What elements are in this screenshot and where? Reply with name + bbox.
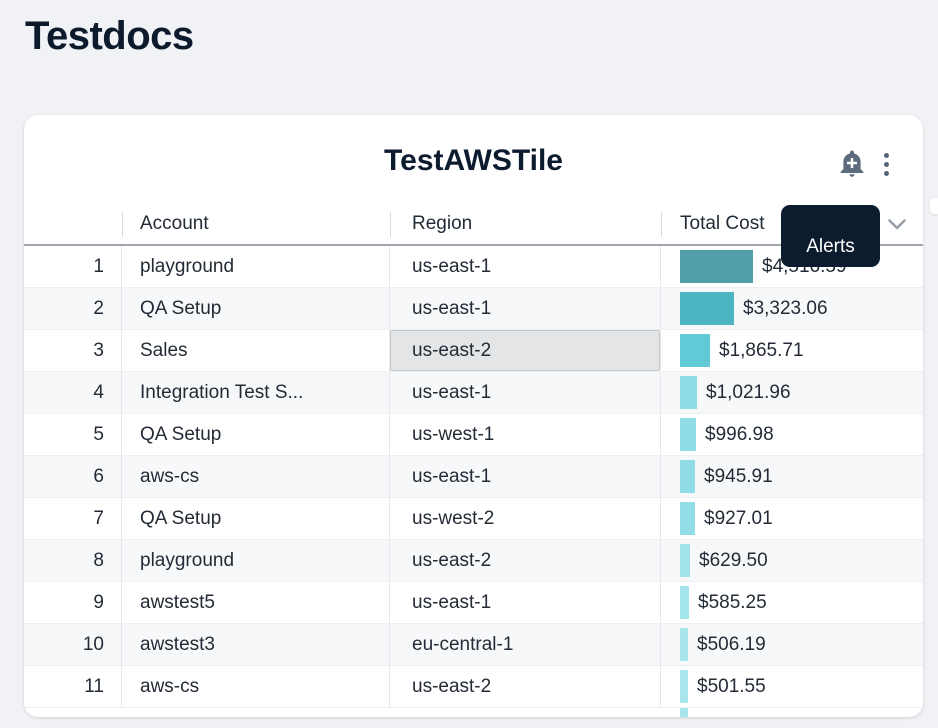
region-cell[interactable]: us-east-1	[390, 246, 661, 287]
cost-bar	[680, 292, 734, 325]
row-index-cell: 4	[24, 372, 122, 413]
cost-value: $927.01	[704, 507, 773, 529]
total-cost-cell[interactable]: $996.98	[661, 414, 923, 455]
region-cell[interactable]: us-west-1	[390, 414, 661, 455]
row-index-cell: 7	[24, 498, 122, 539]
row-index-cell: 9	[24, 582, 122, 623]
cost-value: $3,323.06	[743, 297, 828, 319]
account-cell[interactable]: awstest5	[122, 582, 390, 623]
column-menu-chevron-button[interactable]	[886, 218, 908, 234]
row-index-cell: 6	[24, 456, 122, 497]
table-row[interactable]: 4 Integration Test S... us-east-1 $1,021.96	[24, 372, 923, 414]
region-cell[interactable]: us-west-2	[390, 498, 661, 539]
account-cell[interactable]: playground	[122, 540, 390, 581]
total-cost-cell[interactable]: $1,021.96	[661, 372, 923, 413]
row-index-cell: 11	[24, 666, 122, 707]
add-alert-bell-plus-icon	[837, 150, 867, 181]
table-row[interactable]: 8 playground us-east-2 $629.50	[24, 540, 923, 582]
cost-bar	[680, 418, 696, 451]
region-cell[interactable]: us-east-2	[390, 540, 661, 581]
account-cell[interactable]: QA Setup	[122, 288, 390, 329]
cost-value: $506.19	[697, 633, 766, 655]
table-row[interactable]: 2 QA Setup us-east-1 $3,323.06	[24, 288, 923, 330]
account-cell[interactable]: Integration Test S...	[122, 372, 390, 413]
region-cell[interactable]: us-east-2	[390, 330, 661, 371]
cost-value: $629.50	[699, 549, 768, 571]
row-index-cell: 5	[24, 414, 122, 455]
table-row[interactable]: 7 QA Setup us-west-2 $927.01	[24, 498, 923, 540]
table-row[interactable]: 10 awstest3 eu-central-1 $506.19	[24, 624, 923, 666]
row-index-cell: 2	[24, 288, 122, 329]
page-title: Testdocs	[25, 14, 194, 58]
account-cell[interactable]: aws-cs	[122, 456, 390, 497]
table-row[interactable]: 11 aws-cs us-east-2 $501.55	[24, 666, 923, 708]
alerts-tooltip: Alerts	[781, 205, 880, 267]
row-index-cell: 10	[24, 624, 122, 665]
row-index-cell: 8	[24, 540, 122, 581]
account-cell[interactable]: awstest3	[122, 624, 390, 665]
region-cell[interactable]: eu-central-1	[390, 624, 661, 665]
cost-bar	[680, 708, 688, 717]
row-index-cell: 3	[24, 330, 122, 371]
cost-bar	[680, 334, 710, 367]
chevron-down-icon	[887, 219, 907, 234]
region-cell[interactable]: us-east-1	[390, 288, 661, 329]
add-alert-button[interactable]	[837, 148, 867, 180]
cost-value: $501.55	[697, 675, 766, 697]
account-cell[interactable]: playground	[122, 246, 390, 287]
total-cost-cell[interactable]: $629.50	[661, 540, 923, 581]
total-cost-column-header[interactable]: Total Cost	[661, 204, 923, 244]
total-cost-cell[interactable]: $585.25	[661, 582, 923, 623]
region-column-header[interactable]: Region	[390, 204, 661, 244]
total-cost-cell[interactable]: $501.55	[661, 666, 923, 707]
cost-value: $996.98	[705, 423, 774, 445]
cost-bar	[680, 460, 695, 493]
region-cell[interactable]: us-east-2	[390, 666, 661, 707]
row-index-header	[24, 204, 122, 244]
cost-bar	[680, 544, 690, 577]
total-cost-cell[interactable]: $506.19	[661, 624, 923, 665]
cost-bar	[680, 628, 688, 661]
table-row[interactable]: 3 Sales us-east-2 $1,865.71	[24, 330, 923, 372]
total-cost-cell[interactable]: $945.91	[661, 456, 923, 497]
account-column-header[interactable]: Account	[122, 204, 390, 244]
total-cost-cell[interactable]: $927.01	[661, 498, 923, 539]
kebab-menu-icon	[883, 152, 889, 158]
cost-bar	[680, 670, 688, 703]
table-row-partial	[24, 708, 923, 717]
tile-title: TestAWSTile	[384, 144, 563, 177]
region-cell[interactable]: us-east-1	[390, 582, 661, 623]
row-index-cell: 1	[24, 246, 122, 287]
alerts-tooltip-label: Alerts	[806, 236, 855, 257]
cost-value: $945.91	[704, 465, 773, 487]
region-cell[interactable]: us-east-1	[390, 372, 661, 413]
cost-bar	[680, 586, 689, 619]
cost-bar	[680, 376, 697, 409]
account-cell[interactable]: QA Setup	[122, 498, 390, 539]
total-cost-cell[interactable]: $1,865.71	[661, 330, 923, 371]
edge-fragment	[930, 198, 938, 214]
table-row[interactable]: 6 aws-cs us-east-1 $945.91	[24, 456, 923, 498]
cost-bar	[680, 502, 695, 535]
table-row[interactable]: 5 QA Setup us-west-1 $996.98	[24, 414, 923, 456]
cost-bar	[680, 250, 753, 283]
account-cell[interactable]: QA Setup	[122, 414, 390, 455]
cost-value: $585.25	[698, 591, 767, 613]
total-cost-cell[interactable]: $3,323.06	[661, 288, 923, 329]
region-cell[interactable]: us-east-1	[390, 456, 661, 497]
account-cell[interactable]: aws-cs	[122, 666, 390, 707]
tile-card: TestAWSTile Account Region Total Cost	[24, 115, 923, 717]
table-header: Account Region Total Cost	[24, 204, 923, 246]
tile-menu-button[interactable]	[877, 148, 895, 180]
cost-value: $1,021.96	[706, 381, 791, 403]
account-cell[interactable]: Sales	[122, 330, 390, 371]
table-row[interactable]: 9 awstest5 us-east-1 $585.25	[24, 582, 923, 624]
cost-value: $1,865.71	[719, 339, 804, 361]
